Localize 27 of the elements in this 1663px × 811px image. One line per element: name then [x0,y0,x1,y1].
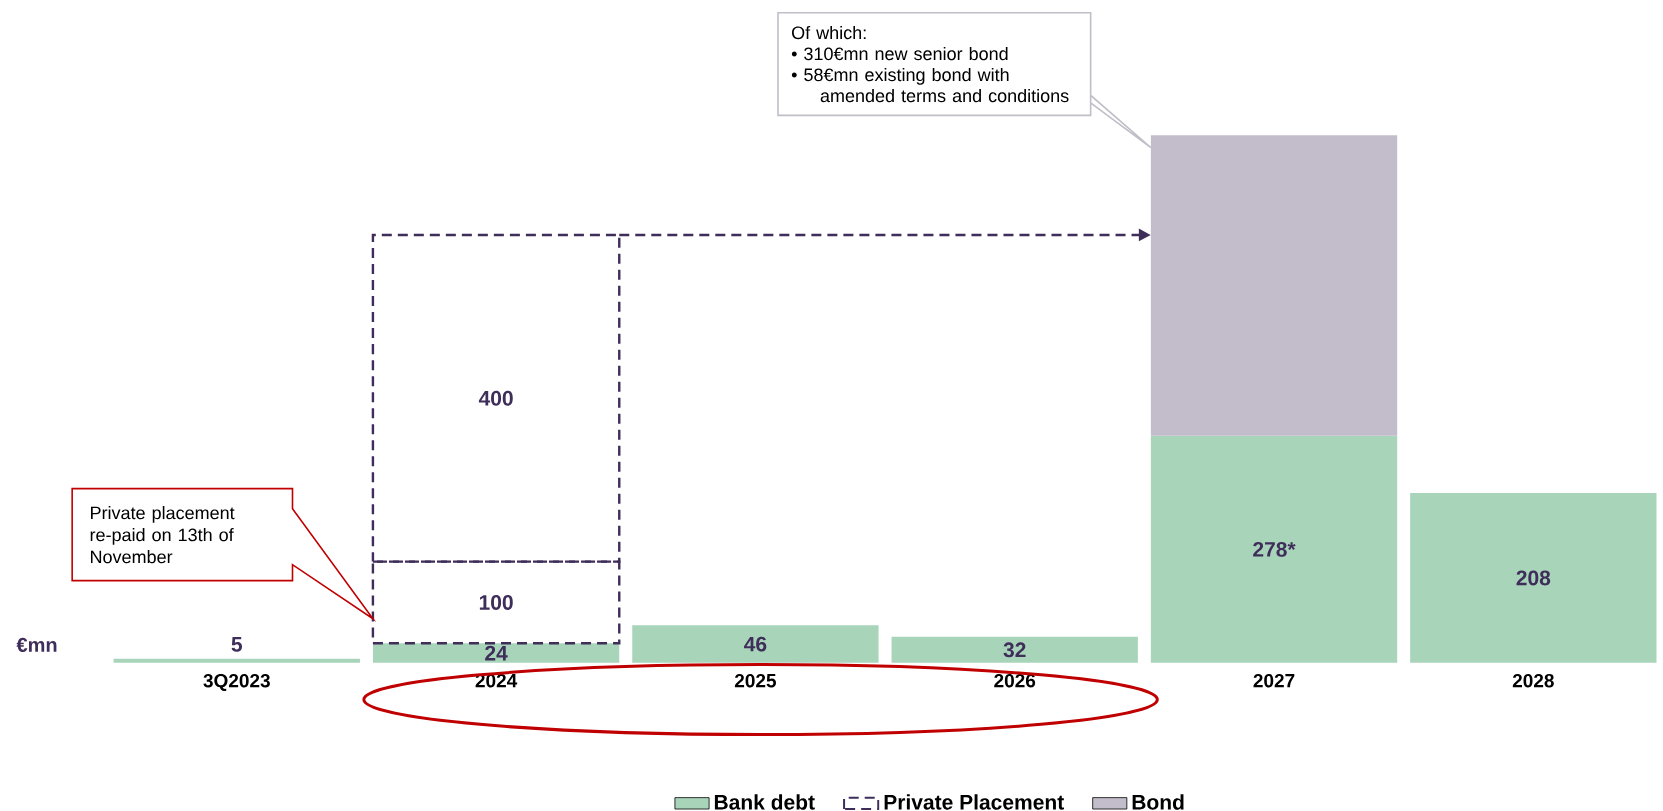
text: • 310€mn new senior bond [791,46,1008,61]
bar [372,643,620,663]
data-label: 32 [1003,642,1026,658]
data-label: 100 [479,594,513,610]
data-label: 5 [231,636,243,652]
x-tick-label: 2025 [734,673,777,688]
x-tick-label: 2027 [1253,673,1295,688]
data-label: 400 [478,390,513,406]
annotation: Private placement re-paid on 13th of November [90,505,235,564]
text: Of which: [791,25,866,40]
bar [1410,492,1657,663]
bar [113,658,360,663]
legend-label: Private Placement [884,794,1064,810]
data-label: 278* [1253,541,1296,557]
legend-label: Bank debt [714,794,815,810]
bar [1150,435,1398,663]
data-label: 208 [1516,570,1551,586]
data-label: 46 [744,636,767,652]
bar [891,636,1138,663]
data-label: 24 [485,645,508,661]
text: • 58€mn existing bond with amended terms and conditions [791,67,1069,103]
y-axis-title: €mn [16,637,57,652]
bar [632,625,879,663]
x-tick-label: 2028 [1512,673,1554,688]
x-tick-label: 2026 [994,673,1036,688]
legend-label: Bond [1132,794,1184,810]
x-tick-label: 3Q2023 [203,673,270,691]
